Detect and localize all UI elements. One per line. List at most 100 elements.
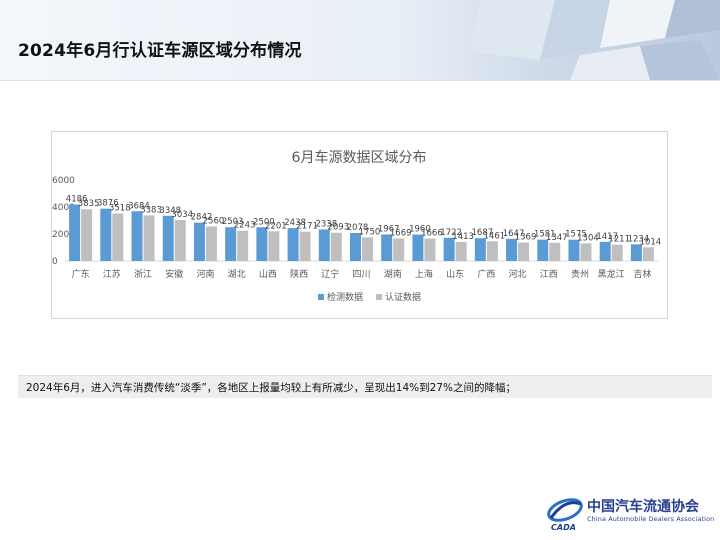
data-label: 3518 — [109, 204, 131, 214]
data-label: 1304 — [577, 233, 599, 243]
data-label: 1347 — [546, 233, 568, 243]
svg-text:CADA: CADA — [551, 523, 576, 532]
bar-inspection — [131, 211, 143, 261]
x-tick-label: 河南 — [196, 268, 214, 280]
x-tick-label: 吉林 — [633, 268, 651, 280]
bar-inspection — [537, 239, 549, 261]
data-label: 2842 — [191, 213, 213, 223]
data-label: 4186 — [66, 194, 88, 204]
summary-note-text: 2024年6月，进入汽车消费传统“淡季”，各地区上报量均较上有所减少，呈现出14… — [26, 382, 516, 394]
y-tick-label: 4000 — [52, 203, 75, 213]
bar-inspection — [381, 234, 393, 261]
data-label: 3684 — [128, 201, 150, 211]
bar-inspection — [568, 239, 580, 261]
logo-title: 中国汽车流通协会 — [587, 499, 699, 515]
x-tick-label: 辽宁 — [321, 268, 339, 280]
x-tick-label: 黑龙江 — [598, 268, 625, 280]
data-label: 1750 — [359, 227, 381, 237]
cubes-decoration — [470, 0, 720, 80]
bar-inspection — [506, 238, 518, 261]
x-tick-label: 陕西 — [290, 268, 308, 280]
x-tick-label: 江西 — [540, 269, 558, 280]
bar-inspection — [412, 234, 424, 261]
data-label: 1417 — [596, 232, 618, 242]
bar-certified — [549, 242, 561, 261]
bar-certified — [455, 241, 467, 261]
data-label: 1234 — [628, 234, 650, 244]
data-label: 3876 — [97, 199, 119, 209]
x-tick-label: 江苏 — [103, 268, 121, 280]
bar-inspection — [318, 229, 330, 261]
data-label: 1581 — [534, 230, 556, 240]
data-label: 1461 — [484, 231, 506, 241]
association-logo: CADA 中国汽车流通协会 China Automobile Dealers A… — [545, 494, 715, 534]
legend-label: 检测数据 — [327, 291, 363, 303]
data-label: 3383 — [140, 205, 162, 215]
summary-note: 2024年6月，进入汽车消费传统“淡季”，各地区上报量均较上有所减少，呈现出14… — [18, 375, 712, 398]
y-tick-label: 0 — [52, 257, 58, 267]
bar-certified — [362, 237, 373, 261]
bar-inspection — [256, 227, 268, 261]
x-tick-label: 四川 — [352, 270, 370, 280]
bar-certified — [486, 241, 498, 261]
x-tick-label: 安徽 — [165, 268, 183, 280]
x-tick-label: 广西 — [477, 268, 495, 280]
data-label: 1687 — [472, 228, 494, 238]
bar-inspection — [162, 215, 174, 261]
bar-inspection — [193, 222, 205, 261]
x-tick-label: 河北 — [509, 268, 527, 280]
data-label: 3034 — [171, 210, 193, 220]
logo-subtitle: China Automobile Dealers Association — [587, 515, 715, 523]
data-label: 1647 — [503, 229, 525, 239]
bar-certified — [81, 209, 93, 261]
bar-certified — [393, 238, 405, 261]
x-tick-label: 山西 — [259, 269, 277, 280]
data-label: 1722 — [440, 228, 462, 238]
data-label: 1967 — [378, 224, 400, 234]
y-tick-label: 2000 — [52, 230, 75, 240]
bar-certified — [237, 230, 249, 261]
legend: 检测数据 认证数据 — [318, 291, 421, 303]
data-label: 2243 — [234, 221, 256, 231]
bar-inspection — [630, 244, 642, 261]
bar-inspection — [287, 228, 299, 261]
bar-certified — [611, 244, 623, 261]
bar-certified — [112, 213, 124, 261]
bar-certified — [424, 238, 436, 261]
x-tick-label: 湖南 — [384, 268, 402, 280]
data-label: 2560 — [203, 216, 225, 226]
x-tick-label: 浙江 — [134, 268, 152, 280]
x-tick-label: 湖北 — [228, 269, 246, 280]
x-tick-label: 广东 — [72, 268, 90, 280]
data-label: 2338 — [315, 219, 337, 229]
bar-inspection — [599, 241, 611, 261]
bars: 4186383538763518368433833348303428422560… — [66, 194, 661, 261]
data-label: 1669 — [390, 228, 412, 238]
bar-chart: 6月车源数据区域分布 6000 4000 2000 0 418638353876351… — [52, 149, 661, 303]
data-label: 2500 — [253, 217, 275, 227]
legend-swatch — [318, 294, 324, 300]
y-tick-label: 6000 — [52, 176, 75, 186]
legend-label: 认证数据 — [385, 291, 421, 303]
data-label: 2201 — [265, 221, 287, 231]
bar-certified — [143, 215, 155, 261]
cada-emblem-icon: CADA — [547, 498, 583, 532]
x-tick-label: 贵州 — [571, 268, 589, 280]
bar-certified — [580, 243, 592, 261]
bar-certified — [174, 220, 186, 261]
bar-certified — [642, 247, 654, 261]
data-label: 1413 — [452, 232, 474, 242]
chart-title: 6月车源数据区域分布 — [292, 149, 427, 166]
data-label: 1666 — [421, 229, 443, 239]
bar-inspection — [100, 208, 112, 261]
data-label: 1211 — [608, 235, 630, 245]
legend-swatch — [376, 294, 382, 300]
data-label: 1575 — [565, 230, 587, 240]
bar-certified — [268, 231, 280, 261]
bar-certified — [205, 226, 217, 261]
bar-certified — [518, 242, 530, 261]
chart-container: 6月车源数据区域分布 6000 4000 2000 0 4186 3835 3876 351… — [51, 131, 668, 319]
bar-inspection — [350, 232, 361, 261]
bar-inspection — [225, 227, 237, 261]
bar-certified — [330, 232, 342, 261]
